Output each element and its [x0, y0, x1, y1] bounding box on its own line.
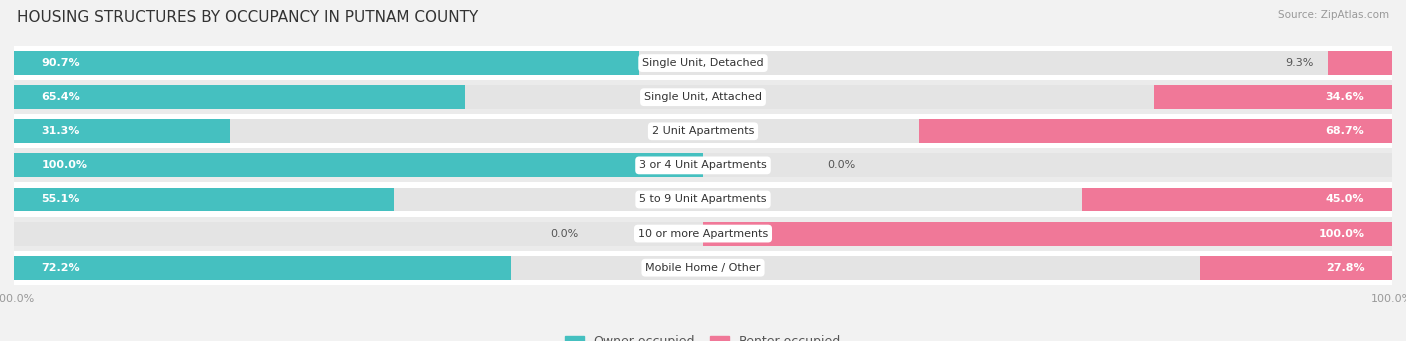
Bar: [14, 256, 1392, 280]
Bar: [14, 114, 1392, 148]
Bar: [14, 256, 512, 280]
Text: 72.2%: 72.2%: [42, 263, 80, 273]
Text: 31.3%: 31.3%: [42, 126, 80, 136]
Text: 0.0%: 0.0%: [551, 228, 579, 239]
Text: Source: ZipAtlas.com: Source: ZipAtlas.com: [1278, 10, 1389, 20]
Bar: [14, 148, 1392, 182]
Text: 90.7%: 90.7%: [42, 58, 80, 68]
Text: 34.6%: 34.6%: [1326, 92, 1364, 102]
Text: 2 Unit Apartments: 2 Unit Apartments: [652, 126, 754, 136]
Text: 100.0%: 100.0%: [1319, 228, 1364, 239]
Text: 0.0%: 0.0%: [827, 160, 855, 170]
Text: 5 to 9 Unit Apartments: 5 to 9 Unit Apartments: [640, 194, 766, 205]
Text: 55.1%: 55.1%: [42, 194, 80, 205]
Bar: [14, 119, 1392, 143]
Bar: [14, 251, 1392, 285]
Text: Single Unit, Attached: Single Unit, Attached: [644, 92, 762, 102]
Text: HOUSING STRUCTURES BY OCCUPANCY IN PUTNAM COUNTY: HOUSING STRUCTURES BY OCCUPANCY IN PUTNA…: [17, 10, 478, 25]
Text: 9.3%: 9.3%: [1285, 58, 1315, 68]
Text: Single Unit, Detached: Single Unit, Detached: [643, 58, 763, 68]
Bar: [14, 222, 1392, 246]
Bar: [703, 222, 1392, 246]
Bar: [14, 80, 1392, 114]
Text: 65.4%: 65.4%: [42, 92, 80, 102]
Bar: [1153, 85, 1392, 109]
Bar: [14, 217, 1392, 251]
Bar: [918, 119, 1392, 143]
Text: 3 or 4 Unit Apartments: 3 or 4 Unit Apartments: [640, 160, 766, 170]
Bar: [14, 85, 464, 109]
Bar: [14, 119, 229, 143]
Text: 100.0%: 100.0%: [42, 160, 87, 170]
Bar: [14, 188, 1392, 211]
Text: 68.7%: 68.7%: [1326, 126, 1364, 136]
Legend: Owner-occupied, Renter-occupied: Owner-occupied, Renter-occupied: [560, 330, 846, 341]
Bar: [14, 182, 1392, 217]
Bar: [14, 46, 1392, 80]
Bar: [14, 188, 394, 211]
Text: Mobile Home / Other: Mobile Home / Other: [645, 263, 761, 273]
Bar: [14, 51, 1392, 75]
Text: 10 or more Apartments: 10 or more Apartments: [638, 228, 768, 239]
Bar: [1327, 51, 1392, 75]
Bar: [1201, 256, 1392, 280]
Bar: [14, 153, 1392, 177]
Text: 27.8%: 27.8%: [1326, 263, 1364, 273]
Bar: [1083, 188, 1392, 211]
Bar: [14, 153, 703, 177]
Text: 45.0%: 45.0%: [1326, 194, 1364, 205]
Bar: [14, 51, 638, 75]
Bar: [14, 85, 1392, 109]
